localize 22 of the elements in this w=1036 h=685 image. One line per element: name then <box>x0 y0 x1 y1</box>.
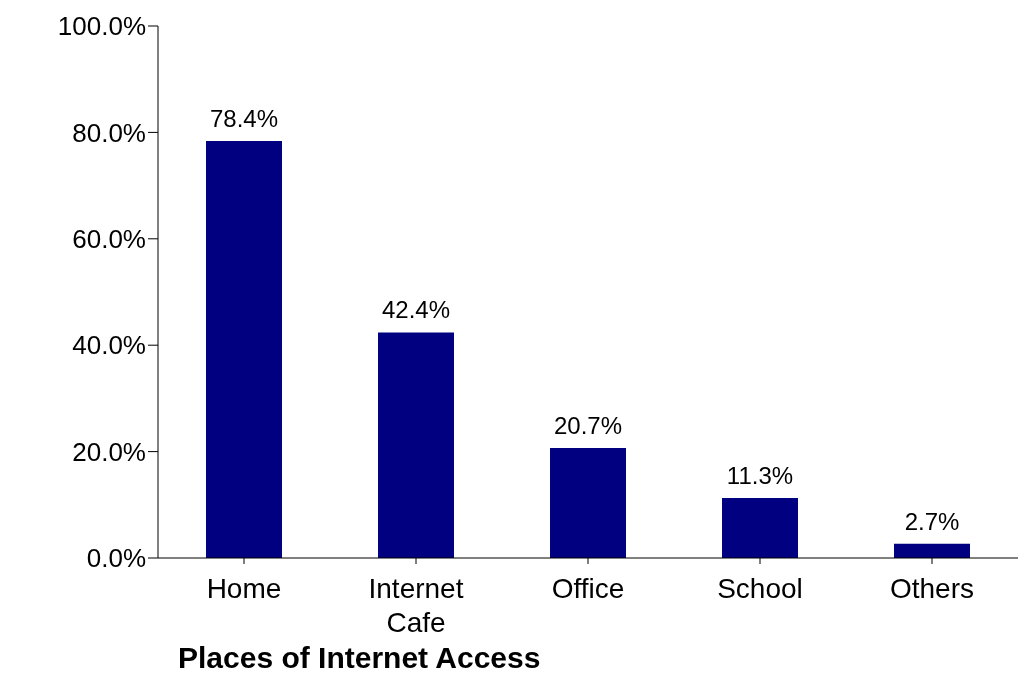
data-label: 78.4% <box>209 104 279 132</box>
y-tick-label: 80.0% <box>72 117 146 148</box>
x-tick-label: Office <box>551 573 625 604</box>
data-label: 42.4% <box>381 296 451 324</box>
x-tick-label: School <box>717 573 803 604</box>
data-label: 2.7% <box>904 507 960 535</box>
bar <box>894 543 970 558</box>
y-tick-label: 60.0% <box>72 224 146 255</box>
x-axis-title: Places of Internet Access <box>178 641 541 674</box>
data-label: 11.3% <box>726 461 794 489</box>
y-tick-label: 40.0% <box>72 330 146 361</box>
bar <box>722 497 798 558</box>
y-tick-label: 20.0% <box>72 436 146 467</box>
bar <box>206 140 282 558</box>
data-label: 20.7% <box>553 411 623 439</box>
x-tick-label: Others <box>889 573 975 604</box>
y-tick-label: 100.0% <box>57 11 146 42</box>
x-tick-label: Home <box>206 573 282 604</box>
y-tick-label: 0.0% <box>86 543 146 574</box>
bar <box>550 447 626 558</box>
bar <box>378 332 454 558</box>
x-tick-label: Internet Cafe <box>368 573 464 638</box>
